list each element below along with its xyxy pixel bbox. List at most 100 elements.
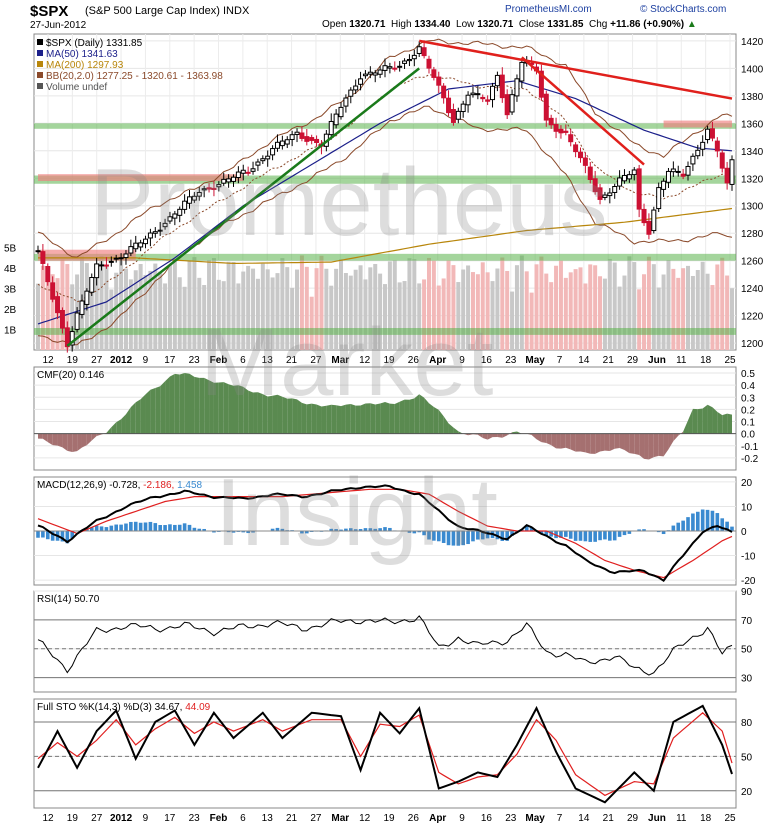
candle-body xyxy=(455,110,461,120)
volume-bar xyxy=(265,269,270,350)
candle-body xyxy=(333,113,339,126)
candle-body xyxy=(406,58,412,62)
cmf-area-segment xyxy=(350,404,356,434)
macd-histogram-bar xyxy=(681,520,685,531)
volume-bar xyxy=(426,257,431,350)
candle-body xyxy=(99,264,105,267)
x-tick-label: 26 xyxy=(408,813,420,824)
candle-body xyxy=(69,331,75,346)
candle-body xyxy=(470,92,476,96)
macd-histogram-bar xyxy=(720,518,725,531)
ma200-line xyxy=(38,207,733,264)
macd-histogram-bar xyxy=(158,525,162,531)
volume-bar xyxy=(251,268,256,350)
candle-body xyxy=(45,266,51,283)
cmf-area-segment xyxy=(619,433,625,451)
candle-body xyxy=(362,73,368,77)
candle-body xyxy=(245,171,251,174)
cmf-area-segment xyxy=(634,433,640,456)
cmf-area-segment xyxy=(629,433,635,454)
volume-bar xyxy=(172,259,177,350)
cmf-area-segment xyxy=(321,405,327,434)
cmf-area-segment xyxy=(551,433,557,449)
candle-body xyxy=(582,157,588,166)
macd-histogram-bar xyxy=(656,531,661,533)
candle-body xyxy=(74,312,80,330)
cmf-area-segment xyxy=(130,402,136,434)
volume-bar xyxy=(148,270,153,350)
candle-body xyxy=(226,178,232,183)
cmf-area-segment xyxy=(536,433,542,443)
candle-body xyxy=(157,229,163,232)
macd-histogram-bar xyxy=(715,513,720,531)
candle-body xyxy=(40,251,46,264)
cmf-area-segment xyxy=(531,433,537,440)
volume-bar xyxy=(60,259,65,350)
volume-bar xyxy=(519,255,524,350)
cmf-area-segment xyxy=(77,433,82,452)
candle-body xyxy=(714,140,720,152)
candle-body xyxy=(665,170,671,183)
macd-histogram-bar xyxy=(710,510,715,531)
x-tick-label: May xyxy=(525,813,545,824)
cmf-area-segment xyxy=(228,384,234,434)
price-tick-label: 1240 xyxy=(741,284,764,295)
volume-bar xyxy=(431,260,436,350)
candle-body xyxy=(162,222,168,228)
macd-histogram-bar xyxy=(476,531,480,540)
macd-histogram-bar xyxy=(373,528,378,531)
candle-body xyxy=(568,134,574,143)
ohlc-readout: Open 1320.71 High 1334.40 Low 1320.71 Cl… xyxy=(322,19,697,30)
candle-body xyxy=(499,74,505,99)
candle-body xyxy=(577,151,583,159)
macd-histogram-bar xyxy=(593,531,597,542)
cmf-area-segment xyxy=(492,433,498,438)
volume-bar xyxy=(485,272,490,350)
price-tick-label: 1300 xyxy=(741,202,764,213)
chart-header: $SPX (S&P 500 Large Cap Index) INDX 27-J… xyxy=(0,0,780,34)
cmf-area-segment xyxy=(253,392,258,434)
x-tick-label: 23 xyxy=(189,355,201,366)
resistance-band xyxy=(663,120,732,128)
volume-bar xyxy=(343,273,348,350)
x-tick-label: 14 xyxy=(578,813,590,824)
candle-body xyxy=(196,191,202,197)
site-link[interactable]: PrometheusMI.com xyxy=(505,4,592,15)
volume-bar xyxy=(383,284,387,350)
candle-body xyxy=(79,300,85,315)
cmf-area-segment xyxy=(648,433,654,460)
candle-body xyxy=(255,161,261,166)
volume-bar xyxy=(524,271,529,350)
trendline-green xyxy=(66,67,420,347)
sto-label: Full STO %K(14,3) %D(3) 34.67, 44.09 xyxy=(37,702,211,713)
x-tick-label: 23 xyxy=(505,813,517,824)
volume-bar xyxy=(123,268,128,350)
volume-bar xyxy=(163,283,168,350)
volume-bar xyxy=(583,283,588,350)
macd-histogram-bar xyxy=(358,529,363,531)
candle-body xyxy=(338,106,344,118)
cmf-area-segment xyxy=(311,403,317,434)
candle-body xyxy=(94,263,100,279)
macd-tick-label: -10 xyxy=(741,552,756,563)
volume-bar xyxy=(554,265,559,350)
candle-body xyxy=(328,120,334,136)
cmf-area-segment xyxy=(477,433,483,438)
cmf-area-segment xyxy=(336,405,342,434)
x-tick-label: 21 xyxy=(286,355,298,366)
rsi-label: RSI(14) 50.70 xyxy=(37,594,100,605)
cmf-area-segment xyxy=(424,397,429,434)
volume-bar xyxy=(255,278,260,350)
macd-histogram-bar xyxy=(173,524,177,531)
candle-body xyxy=(436,76,442,86)
legend-swatch xyxy=(37,72,43,78)
macd-histogram-bar xyxy=(583,531,588,542)
sto-tick-label: 20 xyxy=(741,787,753,798)
macd-histogram-bar xyxy=(573,531,578,541)
legend-entry: Volume undef xyxy=(46,82,107,93)
cmf-area-segment xyxy=(707,404,713,434)
macd-histogram-bar xyxy=(251,531,255,533)
candle-body xyxy=(187,196,193,204)
cmf-area-segment xyxy=(238,385,244,434)
